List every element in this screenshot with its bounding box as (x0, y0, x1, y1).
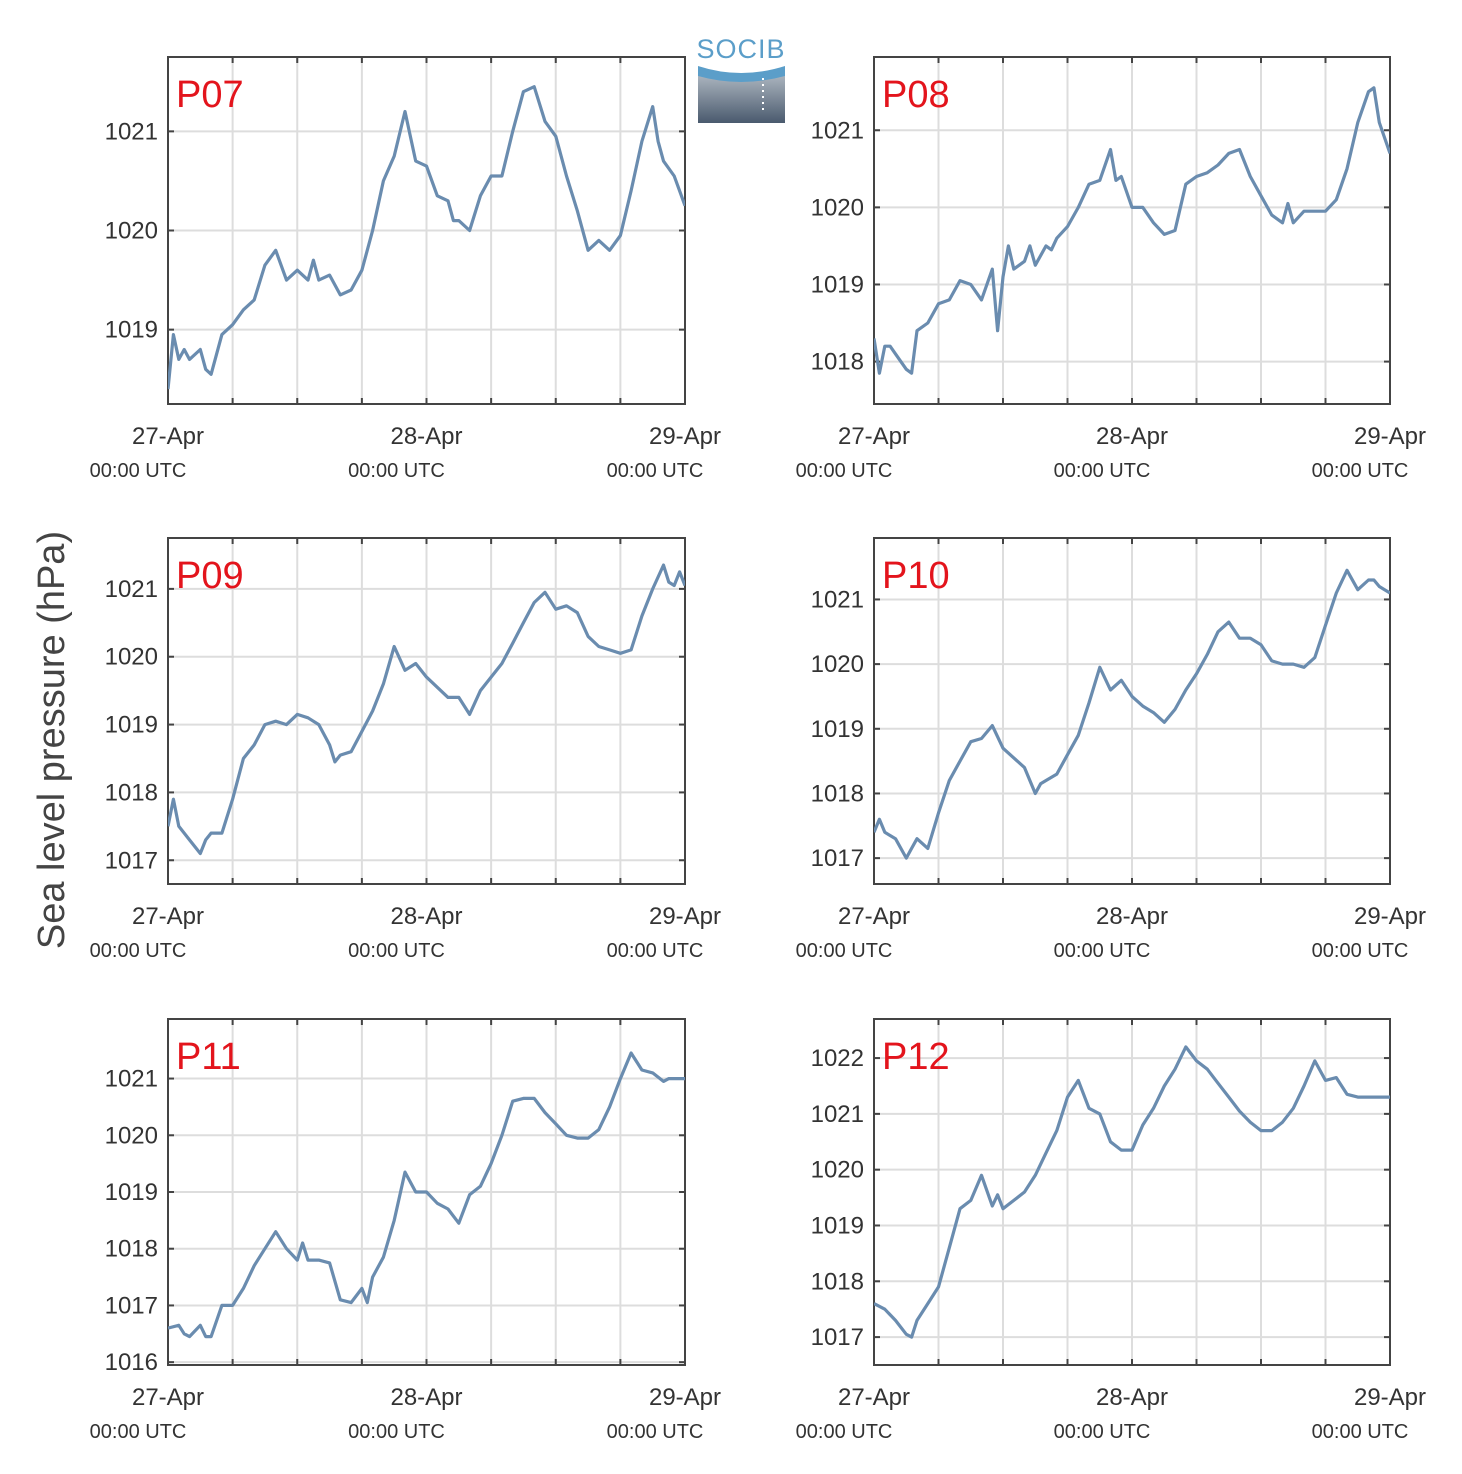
panel-p07: 1019 1020 1021 27-Apr 00:00 UTC 28-Apr 00:00 U… (90, 56, 721, 482)
series-line-p12 (874, 1045, 1390, 1339)
y-tick-label: 1021 (811, 1101, 864, 1128)
x-tick-label: 27-Apr (838, 423, 910, 450)
x-tick-sublabel: 00:00 UTC (1312, 460, 1409, 482)
series-line-p09 (168, 563, 685, 856)
x-tick-sublabel: 00:00 UTC (348, 460, 445, 482)
y-tick-label: 1020 (105, 1122, 158, 1149)
y-tick-label: 1019 (811, 271, 864, 298)
panel-p08: 1018 1019 1020 1021 27-Apr 00:00 UTC 28-Apr 00:… (796, 56, 1426, 482)
socib-logo: SOCIB (696, 34, 785, 123)
series-line-p08 (874, 86, 1390, 375)
y-tick-label: 1021 (105, 576, 158, 603)
y-tick-label: 1021 (105, 1066, 158, 1093)
y-tick-label: 1019 (105, 712, 158, 739)
y-tick-label: 1022 (811, 1045, 864, 1072)
x-tick-sublabel: 00:00 UTC (90, 460, 187, 482)
y-tick-label: 1019 (105, 1179, 158, 1206)
x-tick-label: 27-Apr (132, 903, 204, 930)
x-tick-sublabel: 00:00 UTC (607, 940, 704, 962)
x-tick-label: 27-Apr (132, 1384, 204, 1411)
y-axis-label: Sea level pressure (hPa) (31, 531, 73, 949)
y-tick-label: 1017 (105, 847, 158, 874)
x-tick-sublabel: 00:00 UTC (796, 460, 893, 482)
x-tick-label: 29-Apr (649, 1384, 721, 1411)
x-tick-sublabel: 00:00 UTC (796, 1421, 893, 1443)
series-line-p10 (874, 568, 1390, 860)
socib-logo-body (698, 76, 785, 123)
y-tick-label: 1017 (811, 1324, 864, 1351)
panel-p10: 1017 1018 1019 1020 1021 27-Apr 00:00 UTC 28-Ap… (796, 537, 1426, 962)
y-tick-label: 1018 (811, 1268, 864, 1295)
y-tick-label: 1019 (105, 317, 158, 344)
panel-p12: 1017 1018 1019 1020 1021 1022 27-Apr 00:00 UTC 2… (796, 1018, 1426, 1443)
y-tick-label: 1020 (105, 644, 158, 671)
x-tick-label: 28-Apr (390, 903, 462, 930)
x-tick-sublabel: 00:00 UTC (348, 940, 445, 962)
y-tick-label: 1021 (105, 118, 158, 145)
y-tick-label: 1021 (811, 586, 864, 613)
x-tick-label: 28-Apr (390, 423, 462, 450)
y-tick-label: 1020 (811, 1157, 864, 1184)
x-tick-label: 29-Apr (1354, 903, 1426, 930)
panel-p09: 1017 1018 1019 1020 1021 27-Apr 00:00 UTC 28-Ap… (90, 537, 721, 962)
y-tick-label: 1018 (811, 349, 864, 376)
x-tick-label: 29-Apr (649, 423, 721, 450)
y-tick-label: 1020 (811, 651, 864, 678)
x-tick-sublabel: 00:00 UTC (607, 1421, 704, 1443)
panel-title-p10: P10 (882, 555, 950, 597)
x-tick-label: 27-Apr (838, 903, 910, 930)
x-tick-label: 27-Apr (838, 1384, 910, 1411)
x-tick-sublabel: 00:00 UTC (90, 1421, 187, 1443)
y-tick-label: 1021 (811, 117, 864, 144)
x-tick-label: 28-Apr (1096, 423, 1168, 450)
x-tick-label: 28-Apr (1096, 1384, 1168, 1411)
y-tick-label: 1019 (811, 1212, 864, 1239)
panel-title-p12: P12 (882, 1036, 950, 1078)
y-tick-label: 1018 (105, 1236, 158, 1263)
series-line-p07 (168, 85, 685, 390)
x-tick-sublabel: 00:00 UTC (1312, 940, 1409, 962)
panel-title-p07: P07 (176, 74, 244, 116)
y-tick-label: 1018 (105, 779, 158, 806)
x-tick-label: 27-Apr (132, 423, 204, 450)
x-tick-label: 29-Apr (1354, 1384, 1426, 1411)
x-tick-sublabel: 00:00 UTC (607, 460, 704, 482)
x-tick-sublabel: 00:00 UTC (348, 1421, 445, 1443)
y-tick-label: 1017 (811, 845, 864, 872)
y-tick-label: 1016 (105, 1349, 158, 1376)
x-tick-label: 29-Apr (1354, 423, 1426, 450)
x-tick-sublabel: 00:00 UTC (90, 940, 187, 962)
x-tick-sublabel: 00:00 UTC (796, 940, 893, 962)
socib-logo-text: SOCIB (696, 34, 785, 64)
x-tick-sublabel: 00:00 UTC (1054, 1421, 1151, 1443)
y-tick-label: 1019 (811, 716, 864, 743)
panel-title-p09: P09 (176, 555, 244, 597)
panel-title-p11: P11 (176, 1036, 241, 1078)
y-tick-label: 1018 (811, 780, 864, 807)
panel-p11: 1016 1017 1018 1019 1020 1021 27-Apr 00:00 UTC 2… (90, 1018, 721, 1443)
series-line-p11 (168, 1051, 685, 1339)
x-tick-sublabel: 00:00 UTC (1054, 940, 1151, 962)
x-tick-sublabel: 00:00 UTC (1312, 1421, 1409, 1443)
panel-title-p08: P08 (882, 74, 950, 116)
x-tick-label: 28-Apr (390, 1384, 462, 1411)
y-tick-label: 1020 (811, 194, 864, 221)
y-tick-label: 1020 (105, 218, 158, 245)
x-tick-label: 29-Apr (649, 903, 721, 930)
x-tick-sublabel: 00:00 UTC (1054, 460, 1151, 482)
y-tick-label: 1017 (105, 1292, 158, 1319)
x-tick-label: 28-Apr (1096, 903, 1168, 930)
